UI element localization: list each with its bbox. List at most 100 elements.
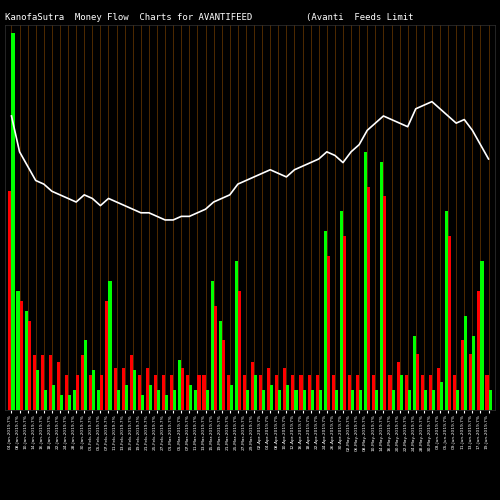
Bar xyxy=(130,356,133,410)
Bar xyxy=(190,385,192,410)
Bar xyxy=(12,32,14,410)
Bar xyxy=(44,390,47,410)
Bar xyxy=(412,336,416,410)
Bar xyxy=(478,291,480,410)
Bar xyxy=(332,375,335,410)
Bar xyxy=(300,375,302,410)
Bar xyxy=(262,390,265,410)
Bar xyxy=(488,390,492,410)
Bar xyxy=(367,186,370,410)
Bar xyxy=(251,362,254,410)
Bar xyxy=(408,390,410,410)
Bar xyxy=(243,375,246,410)
Bar xyxy=(470,354,472,410)
Bar xyxy=(404,375,407,410)
Bar xyxy=(170,375,173,410)
Bar xyxy=(356,375,359,410)
Bar xyxy=(359,390,362,410)
Bar xyxy=(421,375,424,410)
Bar xyxy=(380,162,384,410)
Bar xyxy=(246,390,249,410)
Bar xyxy=(343,236,346,410)
Bar xyxy=(318,390,322,410)
Bar xyxy=(372,375,376,410)
Bar xyxy=(16,291,20,410)
Bar xyxy=(106,300,108,410)
Bar xyxy=(98,390,100,410)
Bar xyxy=(116,390,119,410)
Bar xyxy=(340,212,343,410)
Bar xyxy=(206,390,208,410)
Bar xyxy=(210,281,214,410)
Bar xyxy=(351,390,354,410)
Bar xyxy=(335,390,338,410)
Bar xyxy=(178,360,182,410)
Bar xyxy=(448,236,451,410)
Bar xyxy=(384,196,386,410)
Bar xyxy=(141,395,144,410)
Bar xyxy=(284,368,286,410)
Bar xyxy=(173,390,176,410)
Bar xyxy=(392,390,394,410)
Bar xyxy=(36,370,39,410)
Bar xyxy=(28,320,30,410)
Bar xyxy=(92,370,96,410)
Bar xyxy=(32,356,35,410)
Bar xyxy=(222,340,225,410)
Bar xyxy=(218,320,222,410)
Bar xyxy=(445,212,448,410)
Bar xyxy=(396,362,400,410)
Bar xyxy=(194,390,198,410)
Bar xyxy=(440,382,443,410)
Bar xyxy=(76,375,79,410)
Bar xyxy=(138,375,141,410)
Bar xyxy=(292,375,294,410)
Bar xyxy=(364,152,367,410)
Bar xyxy=(154,375,157,410)
Bar xyxy=(202,375,205,410)
Bar xyxy=(472,336,476,410)
Bar xyxy=(254,375,257,410)
Bar xyxy=(437,368,440,410)
Bar xyxy=(424,390,427,410)
Bar xyxy=(310,390,314,410)
Bar xyxy=(165,395,168,410)
Bar xyxy=(267,368,270,410)
Bar xyxy=(198,375,200,410)
Bar xyxy=(238,291,241,410)
Bar xyxy=(429,375,432,410)
Bar xyxy=(453,375,456,410)
Bar xyxy=(149,385,152,410)
Bar xyxy=(8,192,12,410)
Bar xyxy=(286,385,290,410)
Bar xyxy=(464,316,468,410)
Bar xyxy=(182,368,184,410)
Bar xyxy=(73,390,76,410)
Bar xyxy=(81,356,84,410)
Bar xyxy=(432,390,435,410)
Bar xyxy=(486,375,488,410)
Bar xyxy=(133,370,136,410)
Bar xyxy=(456,390,460,410)
Bar xyxy=(214,306,216,410)
Bar xyxy=(275,375,278,410)
Bar xyxy=(90,375,92,410)
Bar xyxy=(65,375,68,410)
Bar xyxy=(186,375,190,410)
Bar xyxy=(461,340,464,410)
Bar xyxy=(122,368,124,410)
Bar xyxy=(157,390,160,410)
Bar xyxy=(124,385,128,410)
Bar xyxy=(84,340,87,410)
Bar xyxy=(376,390,378,410)
Bar xyxy=(324,231,327,410)
Bar xyxy=(400,375,402,410)
Bar xyxy=(68,395,71,410)
Text: KanofaSutra  Money Flow  Charts for AVANTIFEED          (Avanti  Feeds Limit: KanofaSutra Money Flow Charts for AVANTI… xyxy=(5,12,414,22)
Bar xyxy=(388,375,392,410)
Bar xyxy=(60,395,63,410)
Bar xyxy=(230,385,233,410)
Bar xyxy=(49,356,52,410)
Bar xyxy=(108,281,112,410)
Bar xyxy=(146,368,149,410)
